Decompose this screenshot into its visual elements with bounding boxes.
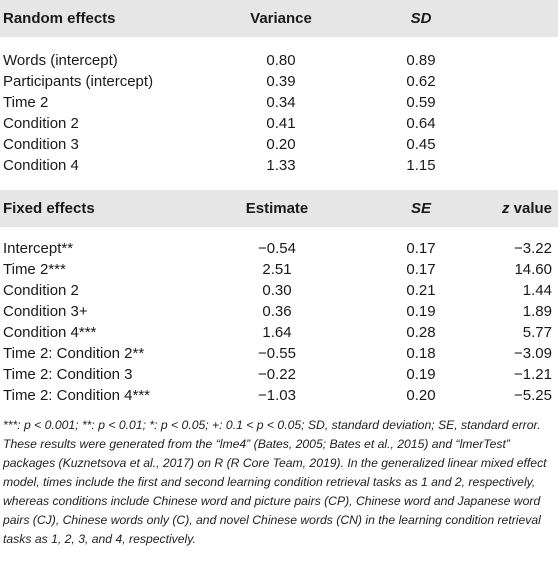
se-value: 0.17 bbox=[406, 261, 436, 278]
sd-value: 0.62 bbox=[406, 73, 436, 90]
table-row: Participants (intercept) 0.39 0.62 bbox=[0, 71, 558, 93]
fixed-effects-header-row: Fixed effects Estimate SE z value bbox=[0, 198, 558, 220]
effect-label: Time 2: Condition 4*** bbox=[3, 387, 151, 404]
effect-label: Condition 3 bbox=[3, 136, 79, 153]
z-value: −5.25 bbox=[514, 387, 552, 404]
z-value: −3.09 bbox=[514, 345, 552, 362]
variance-value: 0.80 bbox=[266, 52, 296, 69]
z-value-header: z value bbox=[502, 198, 552, 220]
sd-value: 0.64 bbox=[406, 115, 436, 132]
z-value: −1.21 bbox=[514, 366, 552, 383]
estimate-value: −1.03 bbox=[258, 387, 296, 404]
estimate-value: 2.51 bbox=[262, 261, 292, 278]
z-value: −3.22 bbox=[514, 240, 552, 257]
effect-label: Condition 3+ bbox=[3, 303, 88, 320]
se-value: 0.17 bbox=[406, 240, 436, 257]
effect-label: Intercept** bbox=[3, 240, 74, 257]
random-effects-header-band bbox=[0, 0, 558, 37]
sd-value: 1.15 bbox=[406, 157, 436, 174]
fixed-effects-header-band bbox=[0, 190, 558, 227]
variance-value: 0.20 bbox=[266, 136, 296, 153]
sd-value: 0.89 bbox=[406, 52, 436, 69]
fixed-effects-header: Fixed effects bbox=[3, 200, 95, 217]
table-row: Condition 3 0.20 0.45 bbox=[0, 134, 558, 156]
variance-value: 0.34 bbox=[266, 94, 296, 111]
table-row: Time 2: Condition 2** −0.55 0.18 −3.09 bbox=[0, 343, 558, 365]
effect-label: Time 2*** bbox=[3, 261, 66, 278]
variance-value: 0.41 bbox=[266, 115, 296, 132]
z-value: 1.89 bbox=[522, 303, 552, 320]
sd-header: SD bbox=[410, 10, 432, 27]
random-effects-header: Random effects bbox=[3, 10, 116, 27]
z-symbol: z bbox=[501, 200, 510, 217]
z-value: 14.60 bbox=[514, 261, 552, 278]
table-row: Condition 3+ 0.36 0.19 1.89 bbox=[0, 301, 558, 323]
se-value: 0.20 bbox=[406, 387, 436, 404]
effect-label: Words (intercept) bbox=[3, 52, 118, 69]
variance-value: 0.39 bbox=[266, 73, 296, 90]
effect-label: Condition 4 bbox=[3, 157, 79, 174]
se-value: 0.21 bbox=[406, 282, 436, 299]
effect-label: Time 2: Condition 2** bbox=[3, 345, 145, 362]
table-row: Time 2 0.34 0.59 bbox=[0, 92, 558, 114]
se-value: 0.19 bbox=[406, 303, 436, 320]
estimate-value: 0.36 bbox=[262, 303, 292, 320]
effect-label: Condition 4*** bbox=[3, 324, 97, 341]
table-row: Time 2: Condition 4*** −1.03 0.20 −5.25 bbox=[0, 385, 558, 407]
variance-value: 1.33 bbox=[266, 157, 296, 174]
estimate-value: −0.22 bbox=[258, 366, 296, 383]
table-row: Intercept** −0.54 0.17 −3.22 bbox=[0, 238, 558, 260]
variance-header: Variance bbox=[250, 10, 312, 27]
se-value: 0.18 bbox=[406, 345, 436, 362]
effect-label: Time 2: Condition 3 bbox=[3, 366, 133, 383]
table-row: Words (intercept) 0.80 0.89 bbox=[0, 50, 558, 72]
estimate-value: −0.54 bbox=[258, 240, 296, 257]
estimate-value: 1.64 bbox=[262, 324, 292, 341]
table-row: Condition 4*** 1.64 0.28 5.77 bbox=[0, 322, 558, 344]
sd-value: 0.45 bbox=[406, 136, 436, 153]
table-row: Condition 4 1.33 1.15 bbox=[0, 155, 558, 177]
estimate-value: −0.55 bbox=[258, 345, 296, 362]
estimate-value: 0.30 bbox=[262, 282, 292, 299]
estimate-header: Estimate bbox=[245, 200, 309, 217]
effect-label: Time 2 bbox=[3, 94, 49, 111]
z-value: 1.44 bbox=[522, 282, 552, 299]
z-value: 5.77 bbox=[522, 324, 552, 341]
se-value: 0.28 bbox=[406, 324, 436, 341]
table-footnote: ***: p < 0.001; **: p < 0.01; *: p < 0.0… bbox=[3, 418, 547, 546]
table-row: Condition 2 0.41 0.64 bbox=[0, 113, 558, 135]
effect-label: Condition 2 bbox=[3, 115, 79, 132]
table-row: Time 2: Condition 3 −0.22 0.19 −1.21 bbox=[0, 364, 558, 386]
value-word: value bbox=[509, 200, 552, 217]
se-header: SE bbox=[410, 200, 431, 217]
table-row: Condition 2 0.30 0.21 1.44 bbox=[0, 280, 558, 302]
sd-value: 0.59 bbox=[406, 94, 436, 111]
table-row: Time 2*** 2.51 0.17 14.60 bbox=[0, 259, 558, 281]
effect-label: Participants (intercept) bbox=[3, 73, 154, 90]
se-value: 0.19 bbox=[406, 366, 436, 383]
random-effects-header-row: Random effects Variance SD bbox=[0, 8, 558, 30]
effect-label: Condition 2 bbox=[3, 282, 79, 299]
